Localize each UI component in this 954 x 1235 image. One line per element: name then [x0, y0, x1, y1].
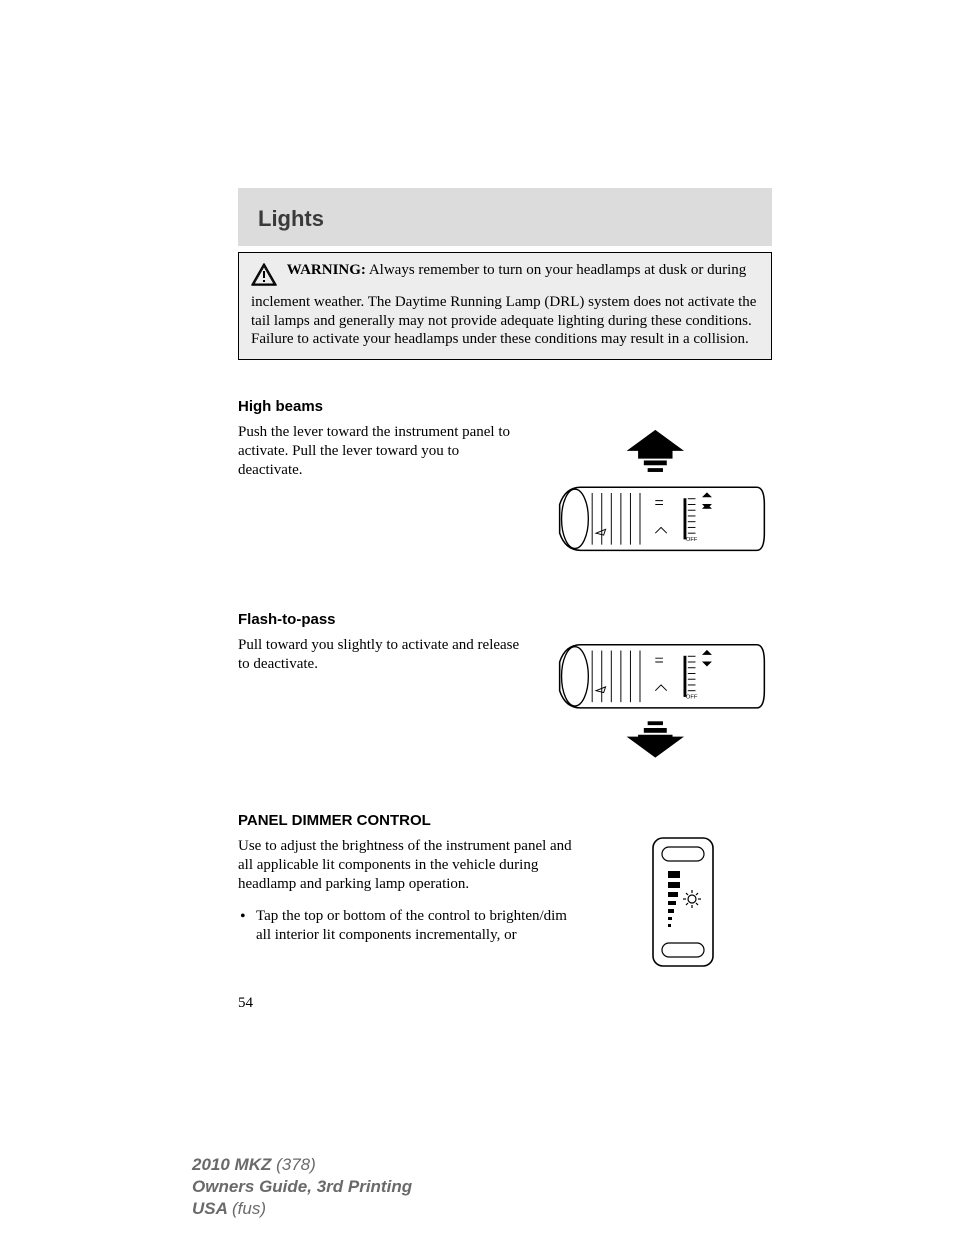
section-header-band: Lights — [238, 188, 772, 246]
heading-panel-dimmer: PANEL DIMMER CONTROL — [238, 812, 772, 829]
illustration-flash-to-pass: OFF — [552, 636, 772, 776]
footer-line-2: Owners Guide, 3rd Printing — [192, 1176, 412, 1198]
body-flash-to-pass: Pull toward you slightly to activate and… — [238, 636, 524, 674]
row-panel-dimmer: Use to adjust the brightness of the inst… — [238, 837, 772, 967]
heading-flash-to-pass: Flash-to-pass — [238, 611, 772, 628]
warning-box: WARNING: Always remember to turn on your… — [238, 252, 772, 360]
footer-model: 2010 MKZ — [192, 1155, 276, 1174]
section-flash-to-pass: Flash-to-pass Pull toward you slightly t… — [238, 611, 772, 776]
svg-text:OFF: OFF — [686, 537, 698, 543]
section-title: Lights — [258, 206, 756, 232]
footer-block: 2010 MKZ (378) Owners Guide, 3rd Printin… — [192, 1154, 412, 1220]
illustration-high-beams: OFF — [552, 423, 772, 563]
footer-line-1: 2010 MKZ (378) — [192, 1154, 412, 1176]
bullet-item: Tap the top or bottom of the control to … — [238, 907, 584, 945]
warning-text: WARNING: Always remember to turn on your… — [251, 262, 756, 347]
warning-triangle-icon — [251, 263, 277, 293]
footer-line-3: USA (fus) — [192, 1198, 412, 1220]
page-content: Lights WARNING: Always remember to turn … — [238, 188, 772, 1012]
section-panel-dimmer: PANEL DIMMER CONTROL Use to adjust the b… — [238, 812, 772, 967]
section-high-beams: High beams Push the lever toward the ins… — [238, 398, 772, 563]
footer-region-code: (fus) — [232, 1199, 266, 1218]
footer-code: (378) — [276, 1155, 316, 1174]
warning-label: WARNING: — [287, 262, 366, 278]
footer-region: USA — [192, 1199, 232, 1218]
col-panel-dimmer-text: Use to adjust the brightness of the inst… — [238, 837, 584, 945]
panel-dimmer-bullets: Tap the top or bottom of the control to … — [238, 907, 584, 945]
svg-text:OFF: OFF — [686, 694, 698, 700]
body-high-beams: Push the lever toward the instrument pan… — [238, 423, 524, 481]
illustration-panel-dimmer — [612, 837, 772, 967]
row-flash-to-pass: Pull toward you slightly to activate and… — [238, 636, 772, 776]
body-panel-dimmer: Use to adjust the brightness of the inst… — [238, 837, 584, 895]
heading-high-beams: High beams — [238, 398, 772, 415]
row-high-beams: Push the lever toward the instrument pan… — [238, 423, 772, 563]
page-number: 54 — [238, 995, 772, 1012]
